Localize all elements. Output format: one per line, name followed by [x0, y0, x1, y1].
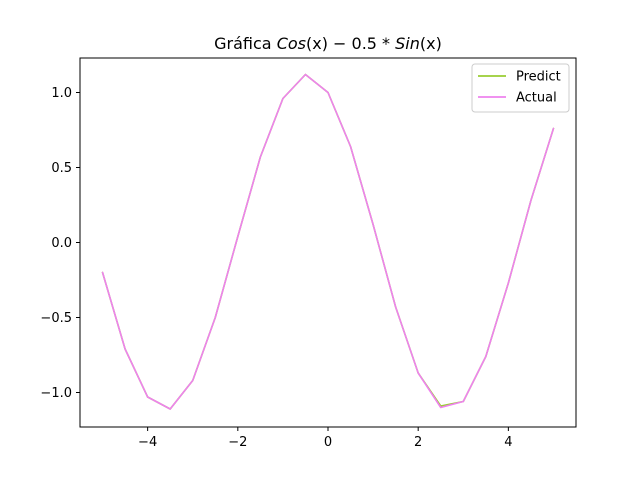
series-line-predict	[101, 73, 555, 410]
x-tick-label: 2	[414, 435, 422, 450]
legend-label-predict: Predict	[516, 70, 561, 85]
legend-label-actual: Actual	[516, 91, 557, 106]
legend: Predict Actual	[471, 63, 570, 113]
x-tick-label: −4	[138, 435, 157, 450]
series-line-actual	[101, 73, 555, 410]
chart-title: Gráfica Cos(x) − 0.5 * Sin(x)	[214, 34, 442, 53]
y-tick-label: −1.0	[40, 386, 72, 401]
series-layer	[101, 73, 555, 410]
y-tick-label: 0.5	[51, 161, 72, 176]
plot-area-frame	[79, 57, 577, 428]
y-tick-label: −0.5	[40, 311, 72, 326]
y-tick-label: 0.0	[51, 236, 72, 251]
ticks-layer: −4 −2 0 2 4 −1.0 −0.5 0.0 0.5 1.0	[40, 86, 512, 450]
x-tick-label: 0	[324, 435, 332, 450]
y-tick-label: 1.0	[51, 86, 72, 101]
x-tick-label: −2	[228, 435, 247, 450]
x-tick-label: 4	[504, 435, 512, 450]
